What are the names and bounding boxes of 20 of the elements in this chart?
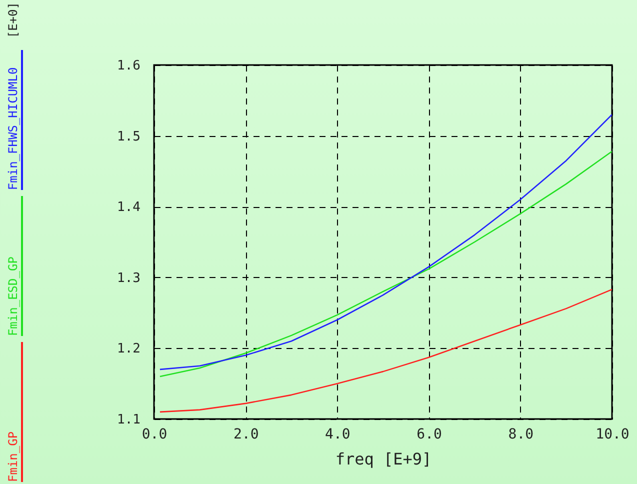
y-tick-label: 1.6 — [117, 58, 140, 74]
x-tick-label: 2.0 — [233, 426, 259, 442]
text: Fmin_GP — [6, 430, 20, 482]
line-series — [159, 114, 612, 370]
x-tick-label: 4.0 — [325, 426, 350, 442]
text: Fmin_ESD_GP — [6, 256, 20, 336]
x-tick-label: 6.0 — [416, 426, 442, 442]
line-series — [159, 150, 612, 378]
x-axis-title: freq [E+9] — [335, 450, 432, 468]
x-tick-label: 10.0 — [596, 426, 630, 442]
x-tick-label: 0.0 — [142, 426, 168, 442]
y-tick-label: 1.1 — [117, 412, 140, 428]
y-tick-label: 1.2 — [117, 342, 140, 357]
y-tick-label: 1.3 — [117, 270, 140, 286]
y-tick-label: 1.5 — [117, 129, 140, 144]
y-tick-label: 1.4 — [117, 200, 141, 216]
line-series — [159, 288, 612, 413]
text: Fmin_FHWS_HICUML0 — [6, 66, 20, 190]
x-tick-label: 8.0 — [508, 426, 534, 442]
text: [E+0] — [6, 2, 20, 38]
